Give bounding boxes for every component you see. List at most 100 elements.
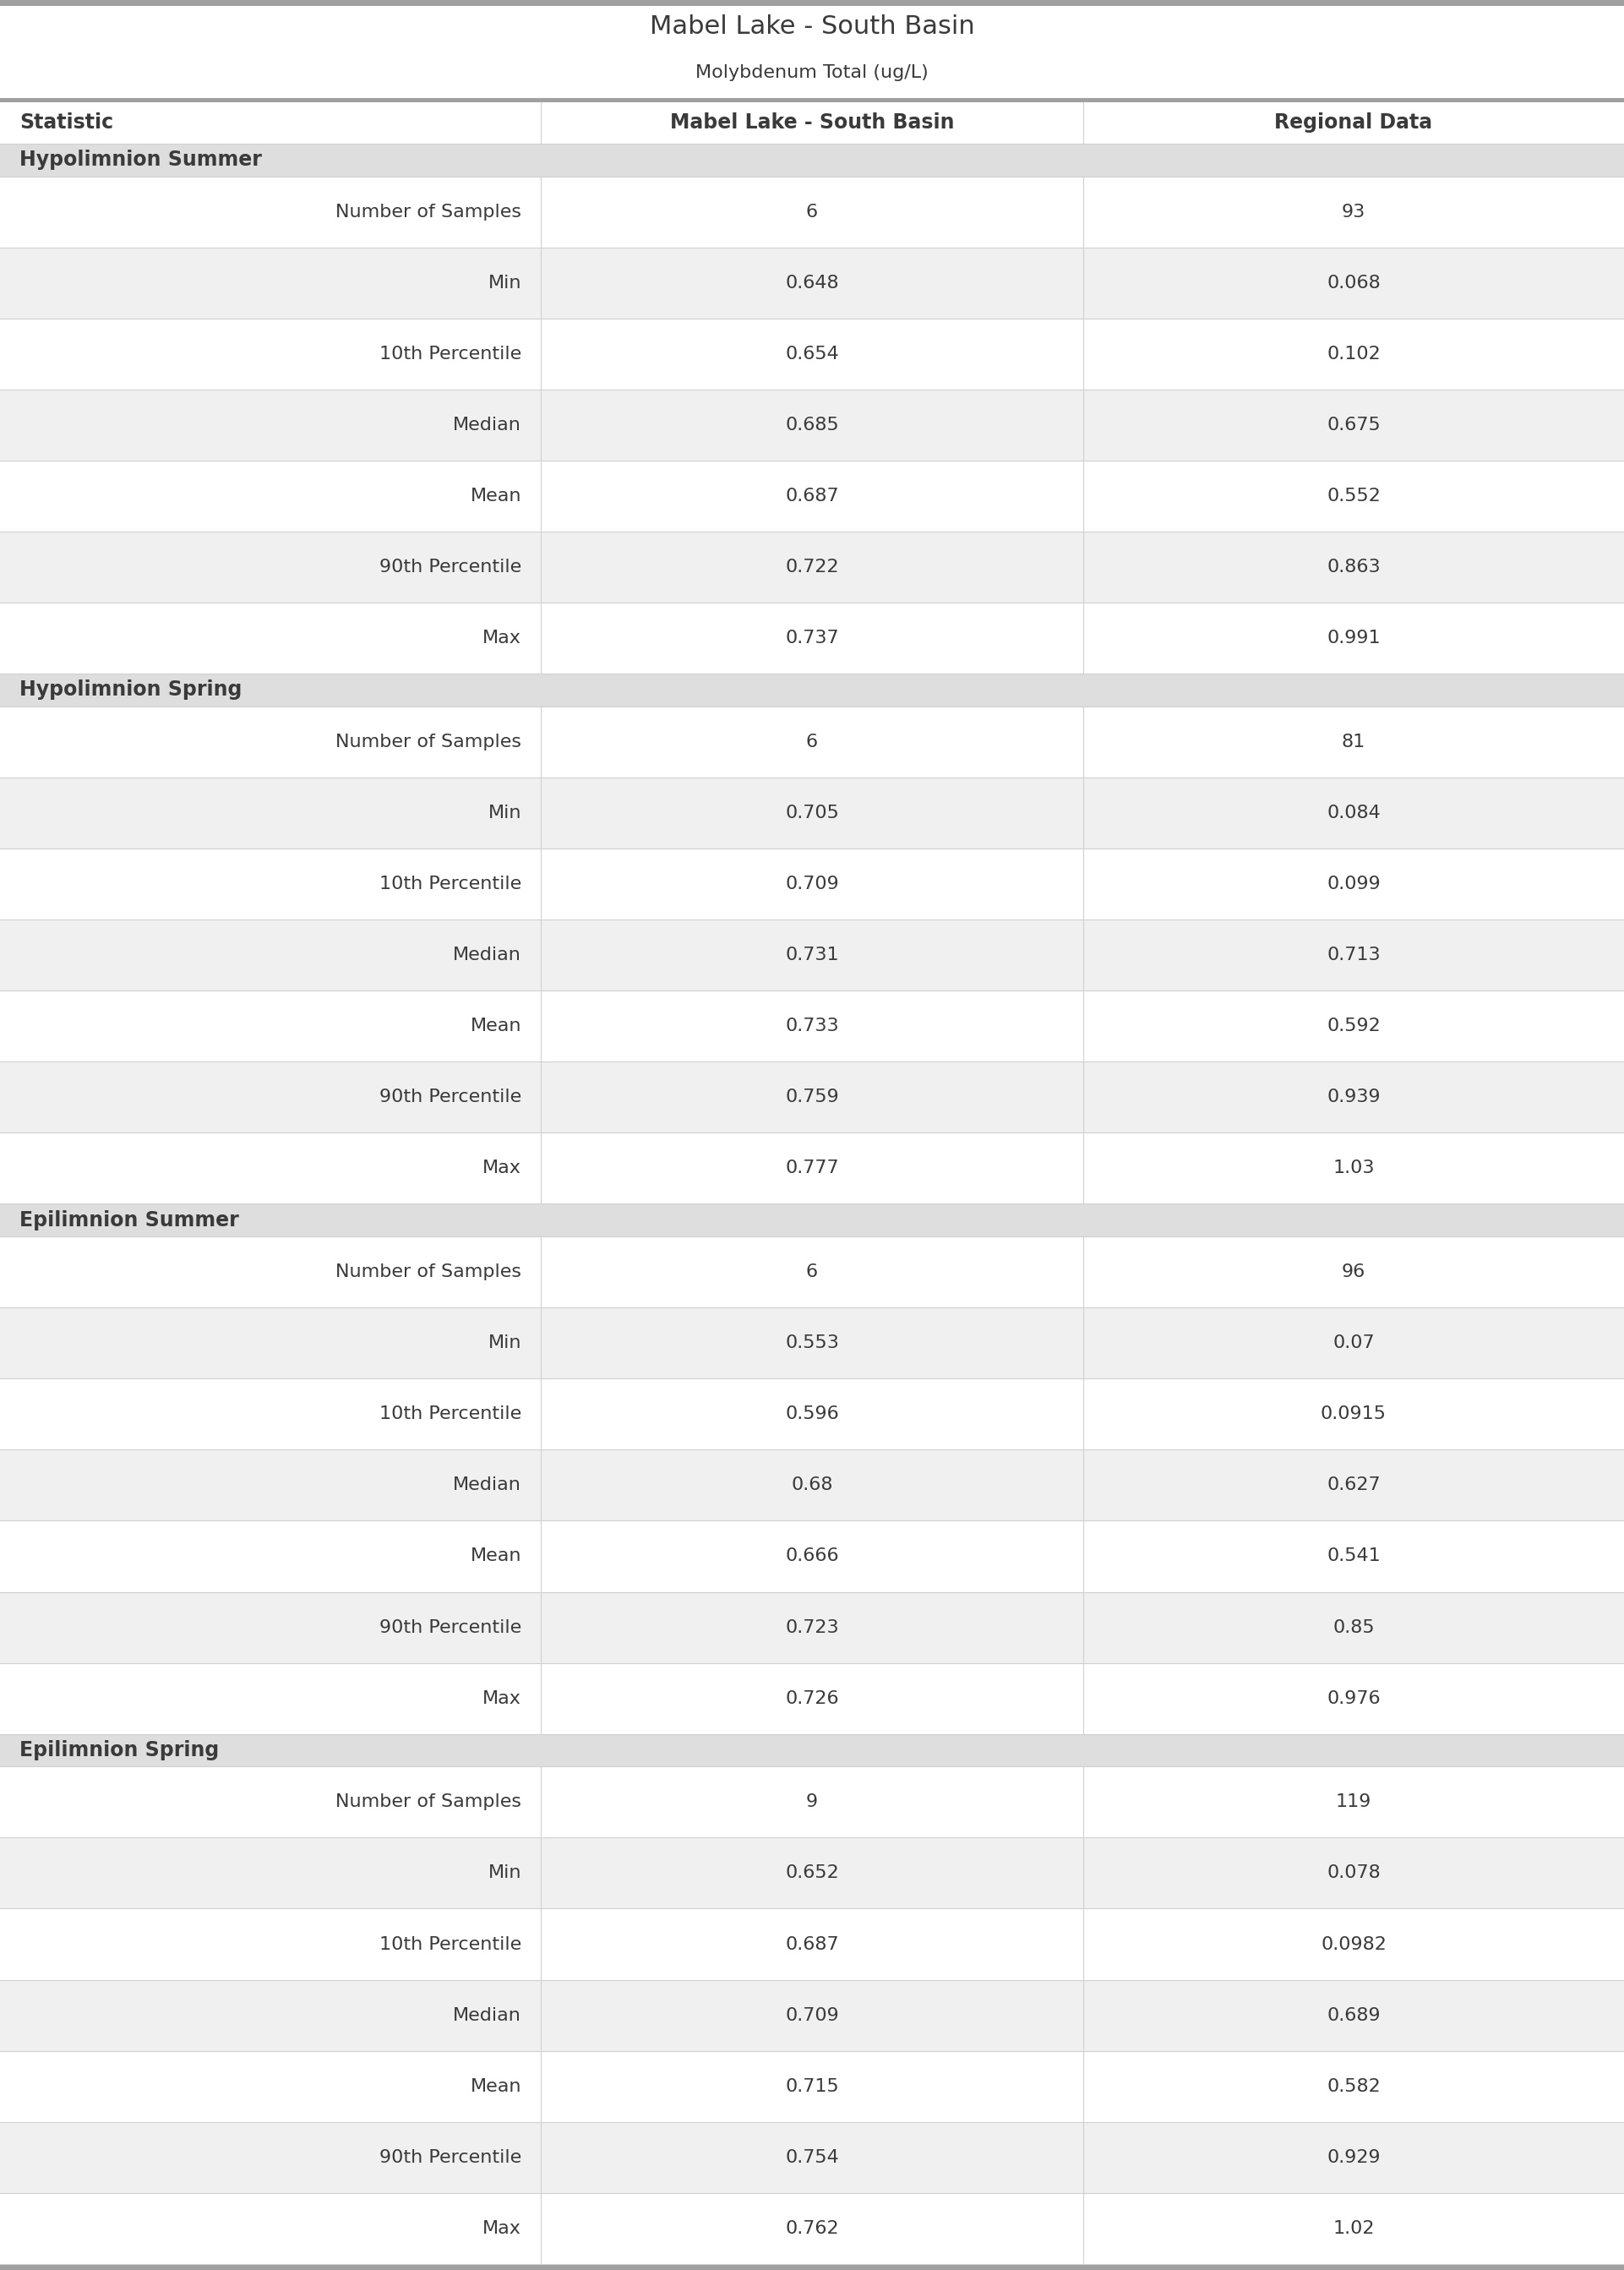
- Bar: [0, 318, 1624, 390]
- Text: Hypolimnion Summer: Hypolimnion Summer: [19, 150, 261, 170]
- Bar: [0, 1451, 1624, 1521]
- Text: Median: Median: [453, 2007, 521, 2025]
- Text: 10th Percentile: 10th Percentile: [378, 1405, 521, 1423]
- Text: Median: Median: [453, 415, 521, 434]
- Text: 0.552: 0.552: [1327, 488, 1380, 504]
- Bar: [0, 1591, 1624, 1664]
- Text: 6: 6: [806, 733, 818, 751]
- Bar: [0, 919, 1624, 990]
- Text: Epilimnion Spring: Epilimnion Spring: [19, 1741, 219, 1762]
- Bar: [0, 1734, 1624, 1766]
- Text: 0.759: 0.759: [784, 1090, 840, 1105]
- Text: 0.762: 0.762: [784, 2220, 840, 2236]
- Text: Number of Samples: Number of Samples: [336, 1793, 521, 1811]
- Text: 0.627: 0.627: [1327, 1478, 1380, 1494]
- Bar: [0, 1839, 1624, 1909]
- Bar: [0, 1203, 1624, 1237]
- Text: 1.03: 1.03: [1333, 1160, 1374, 1176]
- Bar: [0, 48, 1624, 57]
- Bar: [0, 1237, 1624, 1308]
- Text: 93: 93: [1341, 204, 1366, 220]
- Text: 1.02: 1.02: [1333, 2220, 1374, 2236]
- Bar: [0, 98, 1624, 102]
- Bar: [0, 247, 1624, 318]
- Text: 0.102: 0.102: [1327, 345, 1380, 363]
- Text: 0.713: 0.713: [1327, 947, 1380, 962]
- Text: 0.976: 0.976: [1327, 1689, 1380, 1707]
- Text: 90th Percentile: 90th Percentile: [378, 1090, 521, 1105]
- Text: 0.099: 0.099: [1327, 876, 1380, 892]
- Text: 0.709: 0.709: [784, 876, 840, 892]
- Text: 0.687: 0.687: [784, 1936, 840, 1952]
- Bar: [0, 143, 1624, 177]
- Text: Hypolimnion Spring: Hypolimnion Spring: [19, 681, 242, 699]
- Text: 0.582: 0.582: [1327, 2077, 1380, 2095]
- Bar: [0, 674, 1624, 706]
- Text: 0.687: 0.687: [784, 488, 840, 504]
- Text: Mean: Mean: [471, 1017, 521, 1035]
- Text: 0.068: 0.068: [1327, 275, 1380, 291]
- Text: 96: 96: [1341, 1264, 1366, 1280]
- Text: 0.733: 0.733: [784, 1017, 840, 1035]
- Text: Mean: Mean: [471, 2077, 521, 2095]
- Text: Min: Min: [487, 804, 521, 822]
- Text: 10th Percentile: 10th Percentile: [378, 1936, 521, 1952]
- Text: 119: 119: [1335, 1793, 1372, 1811]
- Text: Median: Median: [453, 1478, 521, 1494]
- Text: 0.722: 0.722: [784, 558, 840, 577]
- Text: 0.731: 0.731: [784, 947, 840, 962]
- Text: 0.685: 0.685: [784, 415, 840, 434]
- Text: 0.666: 0.666: [784, 1548, 840, 1564]
- Text: Number of Samples: Number of Samples: [336, 1264, 521, 1280]
- Bar: [0, 2263, 1624, 2270]
- Text: 0.0982: 0.0982: [1320, 1936, 1387, 1952]
- Text: 6: 6: [806, 204, 818, 220]
- Text: 0.709: 0.709: [784, 2007, 840, 2025]
- Text: 0.07: 0.07: [1333, 1335, 1374, 1351]
- Text: 0.754: 0.754: [784, 2150, 840, 2166]
- Text: 10th Percentile: 10th Percentile: [378, 876, 521, 892]
- Bar: [0, 390, 1624, 461]
- Bar: [0, 461, 1624, 531]
- Text: Mean: Mean: [471, 488, 521, 504]
- Text: 0.726: 0.726: [784, 1689, 840, 1707]
- Text: 0.0915: 0.0915: [1320, 1405, 1387, 1423]
- Text: 0.541: 0.541: [1327, 1548, 1380, 1564]
- Text: 0.652: 0.652: [784, 1864, 840, 1882]
- Text: 0.654: 0.654: [784, 345, 840, 363]
- Bar: [0, 89, 1624, 98]
- Text: 0.863: 0.863: [1327, 558, 1380, 577]
- Text: Mean: Mean: [471, 1548, 521, 1564]
- Bar: [0, 57, 1624, 89]
- Text: 0.705: 0.705: [784, 804, 840, 822]
- Text: Statistic: Statistic: [19, 114, 114, 134]
- Text: Mabel Lake - South Basin: Mabel Lake - South Basin: [650, 14, 974, 39]
- Bar: [0, 776, 1624, 849]
- Bar: [0, 1062, 1624, 1133]
- Bar: [0, 7, 1624, 48]
- Text: Molybdenum Total (ug/L): Molybdenum Total (ug/L): [695, 64, 929, 82]
- Text: 0.084: 0.084: [1327, 804, 1380, 822]
- Text: 0.777: 0.777: [784, 1160, 840, 1176]
- Bar: [0, 1664, 1624, 1734]
- Text: 0.689: 0.689: [1327, 2007, 1380, 2025]
- Text: 0.737: 0.737: [784, 629, 840, 647]
- Bar: [0, 2122, 1624, 2193]
- Text: 0.991: 0.991: [1327, 629, 1380, 647]
- Text: 9: 9: [806, 1793, 818, 1811]
- Text: Number of Samples: Number of Samples: [336, 204, 521, 220]
- Text: Max: Max: [482, 1689, 521, 1707]
- Text: Max: Max: [482, 1160, 521, 1176]
- Text: 90th Percentile: 90th Percentile: [378, 558, 521, 577]
- Text: Max: Max: [482, 2220, 521, 2236]
- Text: Number of Samples: Number of Samples: [336, 733, 521, 751]
- Text: 10th Percentile: 10th Percentile: [378, 345, 521, 363]
- Text: 0.85: 0.85: [1333, 1619, 1374, 1637]
- Bar: [0, 706, 1624, 776]
- Bar: [0, 102, 1624, 143]
- Text: Min: Min: [487, 275, 521, 291]
- Text: 0.592: 0.592: [1327, 1017, 1380, 1035]
- Text: 0.553: 0.553: [784, 1335, 840, 1351]
- Text: 0.723: 0.723: [784, 1619, 840, 1637]
- Text: 6: 6: [806, 1264, 818, 1280]
